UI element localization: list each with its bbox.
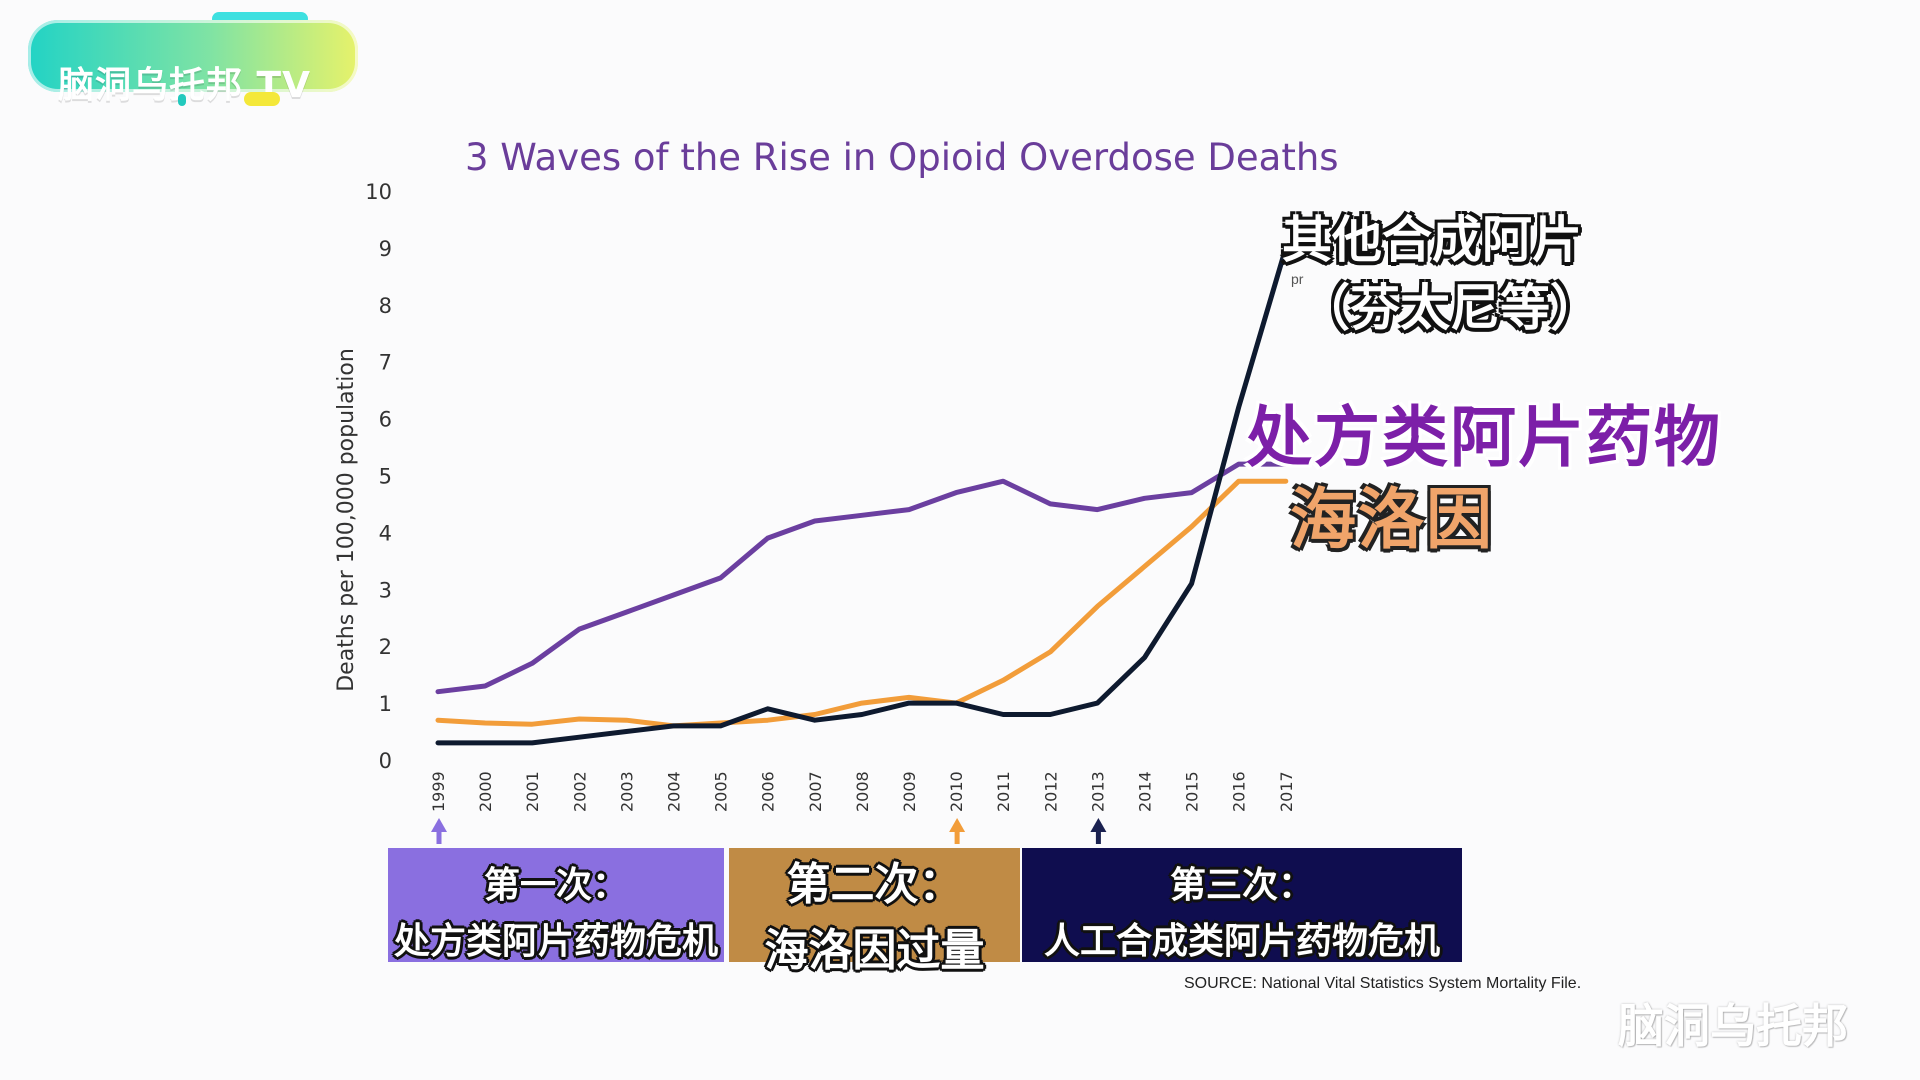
x-tick-label: 2014 — [1136, 771, 1155, 812]
x-tick-label: 2005 — [712, 771, 731, 812]
y-tick-label: 0 — [379, 749, 392, 773]
x-tick-label: 2012 — [1041, 771, 1060, 812]
x-tick-label: 2017 — [1277, 771, 1296, 812]
wave-marker-arrow — [1090, 818, 1107, 844]
wave-marker-arrow — [431, 818, 447, 844]
callout-heroin: 海洛因 — [1290, 481, 1494, 558]
y-tick-label: 2 — [379, 635, 392, 659]
x-axis-ticks: 1999 2000 2001 2002 2003 2004 2005 2006 2007 2008… — [429, 771, 1296, 812]
callout-fentanyl-line1: 其他合成阿片 — [1282, 211, 1582, 269]
x-tick-label: 2002 — [570, 771, 589, 812]
logo-accent-bottom — [244, 92, 280, 106]
series-line-1 — [435, 478, 1289, 729]
x-tick-label: 2009 — [900, 771, 919, 812]
wave-markers — [431, 818, 1107, 844]
y-axis-ticks: 0 1 2 3 4 5 6 7 8 9 10 — [365, 180, 392, 773]
callout-fentanyl-line2: （芬太尼等） — [1300, 279, 1600, 337]
x-tick-label: 2013 — [1088, 771, 1107, 812]
x-tick-label: 2016 — [1230, 771, 1249, 812]
wave-1-title: 第一次： — [483, 865, 628, 906]
series-lines — [435, 245, 1289, 746]
x-tick-label: 2006 — [759, 771, 778, 812]
wave-2-title: 第二次： — [786, 859, 963, 910]
y-tick-label: 7 — [379, 351, 392, 375]
x-tick-label: 2010 — [947, 771, 966, 812]
x-tick-label: 2003 — [617, 771, 636, 812]
x-tick-label: 2007 — [806, 771, 825, 812]
x-tick-label: 1999 — [429, 771, 448, 812]
x-tick-label: 2015 — [1183, 771, 1202, 812]
x-tick-label: 2001 — [523, 771, 542, 812]
wave-marker-arrow — [949, 818, 966, 844]
y-tick-label: 4 — [379, 521, 392, 545]
channel-logo: 脑洞乌托邦 TV — [28, 20, 358, 106]
x-tick-label: 2008 — [853, 771, 872, 812]
partial-hidden-label: pr — [1291, 271, 1304, 287]
x-tick-label: 2000 — [476, 771, 495, 812]
y-tick-label: 3 — [379, 578, 392, 602]
watermark: 脑洞乌托邦 — [1618, 999, 1848, 1053]
logo-accent-dot — [178, 94, 186, 106]
chart-title: 3 Waves of the Rise in Opioid Overdose D… — [465, 136, 1339, 179]
y-axis-label: Deaths per 100,000 population — [334, 348, 359, 692]
y-tick-label: 10 — [365, 180, 392, 204]
y-tick-label: 1 — [379, 692, 392, 716]
y-tick-label: 9 — [379, 237, 392, 261]
wave-1-desc: 处方类阿片药物危机 — [393, 921, 718, 962]
callout-prescription-opioids: 处方类阿片药物 — [1246, 399, 1722, 476]
wave-2-desc: 海洛因过量 — [764, 925, 985, 976]
x-tick-label: 2011 — [994, 771, 1013, 812]
wave-3-desc: 人工合成类阿片药物危机 — [1043, 921, 1440, 962]
wave-1-box: 第一次： 处方类阿片药物危机 — [388, 848, 724, 962]
series-line-0 — [435, 461, 1289, 695]
wave-3-box: 第三次： 人工合成类阿片药物危机 — [1022, 848, 1462, 962]
y-tick-label: 5 — [379, 465, 392, 489]
wave-3-title: 第三次： — [1169, 865, 1314, 906]
source-note: SOURCE: National Vital Statistics System… — [1184, 975, 1582, 992]
wave-2-box: 第二次： 海洛因过量 — [729, 848, 1020, 976]
y-tick-label: 8 — [379, 294, 392, 318]
x-tick-label: 2004 — [665, 771, 684, 812]
y-tick-label: 6 — [379, 408, 392, 432]
